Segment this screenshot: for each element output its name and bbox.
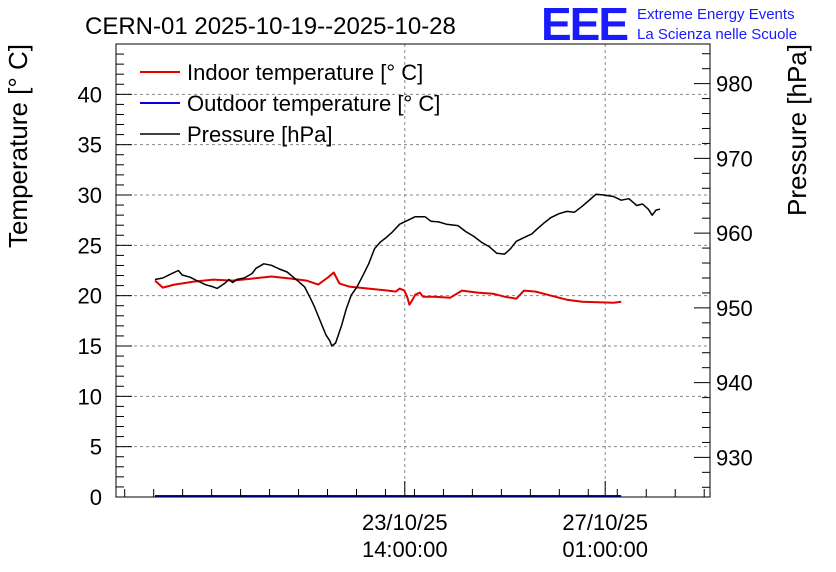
eee-logo: EEE Extreme Energy Events La Scienza nel…	[541, 0, 797, 50]
grid	[116, 44, 710, 497]
right-axis: 930 940 950 960 970 980	[694, 53, 753, 488]
plot-frame	[115, 43, 711, 498]
x-tick-label-time: 14:00:00	[362, 537, 448, 562]
right-tick-label: 950	[716, 296, 753, 321]
left-tick-label: 35	[78, 133, 102, 158]
left-tick-label: 15	[78, 334, 102, 359]
logo-line1: Extreme Energy Events	[637, 6, 795, 23]
logo-text: EEE	[541, 0, 627, 50]
left-tick-label: 40	[78, 82, 102, 107]
chart-title: CERN-01 2025-10-19--2025-10-28	[85, 13, 456, 40]
left-tick-label: 20	[78, 284, 102, 309]
legend-label-outdoor: Outdoor temperature [° C]	[187, 91, 440, 116]
legend-label-pressure: Pressure [hPa]	[187, 122, 333, 147]
left-tick-label: 0	[90, 485, 102, 510]
right-axis-title: Pressure [hPa]	[782, 44, 812, 216]
right-tick-label: 980	[716, 72, 753, 97]
x-tick-label-time: 01:00:00	[562, 537, 648, 562]
left-tick-label: 5	[90, 435, 102, 460]
right-tick-label: 960	[716, 221, 753, 246]
legend-label-indoor: Indoor temperature [° C]	[187, 60, 423, 85]
series-pressure	[154, 193, 661, 347]
left-tick-label: 10	[78, 384, 102, 409]
legend: Indoor temperature [° C] Outdoor tempera…	[140, 60, 440, 147]
logo-line2: La Scienza nelle Scuole	[637, 26, 797, 43]
right-tick-label: 930	[716, 445, 753, 470]
left-tick-label: 30	[78, 183, 102, 208]
right-tick-label: 940	[716, 371, 753, 396]
series-indoor-temperature	[154, 271, 622, 306]
left-axis: 0 5 10 15 20 25 30 35 40	[78, 53, 132, 510]
x-tick-label-date: 27/10/25	[562, 510, 648, 535]
x-tick-label-date: 23/10/25	[362, 510, 448, 535]
left-tick-label: 25	[78, 233, 102, 258]
right-tick-label: 970	[716, 146, 753, 171]
left-axis-title: Temperature [° C]	[3, 44, 33, 248]
series-layer	[154, 193, 661, 497]
